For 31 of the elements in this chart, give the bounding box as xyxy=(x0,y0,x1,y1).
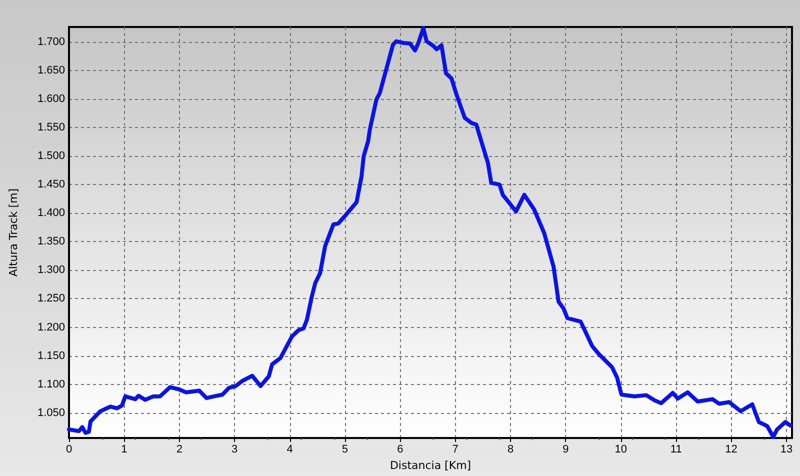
x-tick-label: 12 xyxy=(725,444,738,456)
y-tick-label: 1.100 xyxy=(37,378,65,390)
x-tick-label: 8 xyxy=(507,444,514,456)
y-tick-label: 1.350 xyxy=(37,236,65,248)
x-tick-label: 0 xyxy=(66,444,72,456)
y-tick-label: 1.250 xyxy=(37,292,65,305)
y-axis-title: Altura Track [m] xyxy=(7,188,20,277)
y-tick-label: 1.200 xyxy=(37,321,65,334)
x-tick-label: 13 xyxy=(780,444,793,456)
x-tick-label: 10 xyxy=(614,444,628,456)
x-tick-label: 11 xyxy=(670,444,682,456)
x-tick-label: 4 xyxy=(286,444,293,456)
line-series xyxy=(67,26,792,439)
y-tick-label: 1.600 xyxy=(37,92,65,105)
x-tick-label: 2 xyxy=(176,444,182,456)
y-tick-label: 1.450 xyxy=(37,178,65,191)
x-tick-label: 1 xyxy=(121,444,128,456)
y-tick-label: 1.550 xyxy=(37,121,65,134)
x-tick-label: 3 xyxy=(232,444,238,456)
y-tick-label: 1.700 xyxy=(37,36,65,48)
x-axis-title: Distancia [Km] xyxy=(390,458,472,472)
y-tick-label: 1.300 xyxy=(37,264,65,276)
y-tick-label: 1.650 xyxy=(37,64,65,76)
y-tick-label: 1.400 xyxy=(37,207,65,220)
y-tick-label: 1.150 xyxy=(37,350,65,362)
x-tick-label: 7 xyxy=(452,444,458,456)
x-tick-label: 6 xyxy=(397,444,404,456)
y-tick-label: 1.050 xyxy=(37,406,65,419)
x-tick-label: 5 xyxy=(342,444,348,456)
y-tick-label: 1.500 xyxy=(37,150,65,162)
x-tick-label: 9 xyxy=(562,444,569,456)
